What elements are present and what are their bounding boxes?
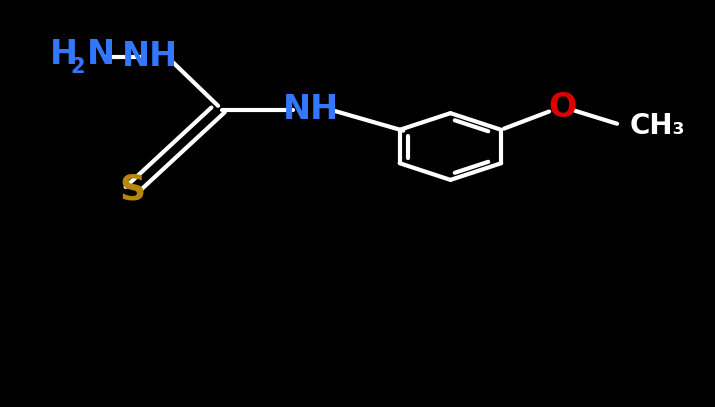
Text: NH: NH — [283, 93, 339, 127]
Text: N: N — [87, 38, 115, 72]
Text: S: S — [119, 172, 145, 206]
Text: NH: NH — [122, 40, 178, 74]
Text: O: O — [548, 91, 576, 124]
Text: H: H — [50, 38, 78, 72]
Text: CH₃: CH₃ — [630, 112, 686, 140]
Text: 2: 2 — [70, 57, 84, 77]
